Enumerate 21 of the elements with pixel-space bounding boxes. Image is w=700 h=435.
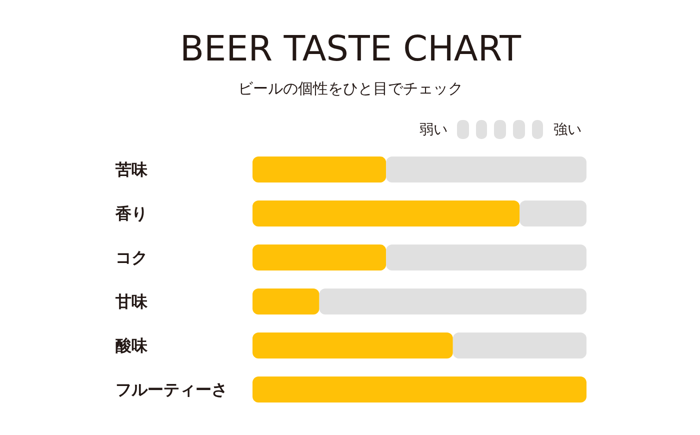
y-tick-label: フルーティーさ [116, 380, 228, 399]
y-tick-label: 甘味 [114, 292, 148, 311]
bar [252, 156, 386, 182]
text: 弱い [420, 122, 448, 138]
bar [386, 156, 586, 182]
bar [252, 244, 386, 270]
y-tick-label: コク [116, 248, 148, 267]
y-tick-label: 苦味 [114, 160, 148, 179]
bar [252, 200, 520, 226]
bar [252, 332, 453, 358]
text: 強い [554, 122, 582, 138]
y-tick-label: 酸味 [116, 336, 148, 355]
chart-subtitle: ビールの個性をひと目でチェック [238, 80, 463, 98]
bar [452, 332, 586, 358]
bar [252, 376, 586, 402]
bar [386, 244, 586, 270]
bar [319, 288, 586, 314]
chart-title: BEER TASTE CHART [180, 30, 522, 70]
bar [520, 200, 586, 226]
y-tick-label: 香り [114, 204, 148, 223]
bar [252, 288, 320, 314]
